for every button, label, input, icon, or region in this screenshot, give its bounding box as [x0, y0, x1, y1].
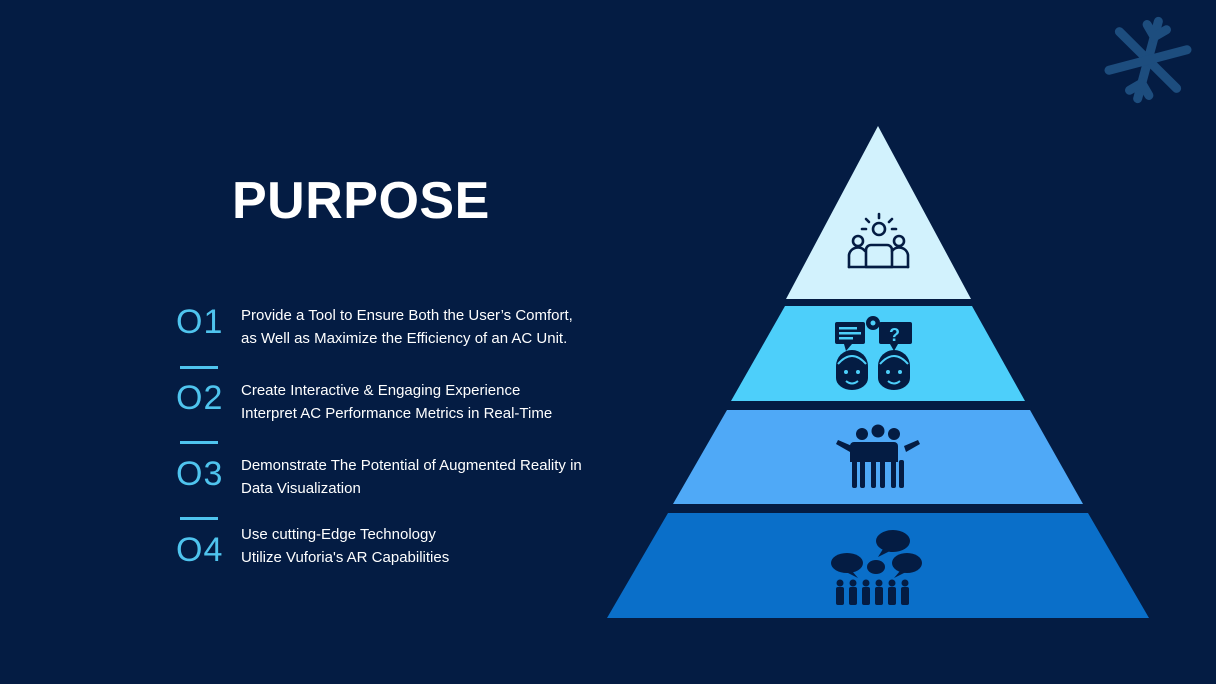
svg-text:?: ? — [889, 325, 900, 345]
group-hug-icon — [836, 424, 920, 488]
divider — [180, 441, 218, 444]
item-number: O2 — [176, 379, 224, 417]
page-title: PURPOSE — [232, 172, 490, 230]
item-number: O1 — [176, 303, 224, 341]
item-text: Demonstrate The Potential of Augmented R… — [241, 454, 661, 500]
item-text: Provide a Tool to Ensure Both the User’s… — [241, 304, 661, 350]
item-text: Create Interactive & Engaging Experience… — [241, 379, 661, 425]
pyramid-tier-2 — [731, 306, 1025, 401]
item-line: Interpret AC Performance Metrics in Real… — [241, 405, 553, 422]
pyramid-tier-1 — [786, 126, 971, 299]
item-number: O4 — [176, 531, 224, 569]
team-leader-icon — [847, 212, 910, 269]
item-line: Utilize Vuforia's AR Capabilities — [241, 549, 450, 566]
item-line: Demonstrate The Potential of Augmented R… — [241, 457, 582, 474]
snowflake-icon — [1104, 16, 1192, 104]
item-text: Use cutting-Edge Technology Utilize Vufo… — [241, 523, 661, 569]
item-line: Use cutting-Edge Technology — [241, 526, 436, 543]
people-thinking-icon: ? — [835, 316, 912, 390]
item-line: Provide a Tool to Ensure Both the User’s… — [241, 307, 573, 324]
item-line: as Well as Maximize the Efficiency of an… — [241, 330, 568, 347]
divider — [180, 517, 218, 520]
divider — [180, 366, 218, 369]
item-line: Create Interactive & Engaging Experience — [241, 382, 521, 399]
crowd-discussion-icon — [831, 530, 922, 605]
pyramid-diagram: ? — [607, 126, 1149, 618]
item-number: O3 — [176, 455, 224, 493]
item-line: Data Visualization — [241, 480, 361, 497]
